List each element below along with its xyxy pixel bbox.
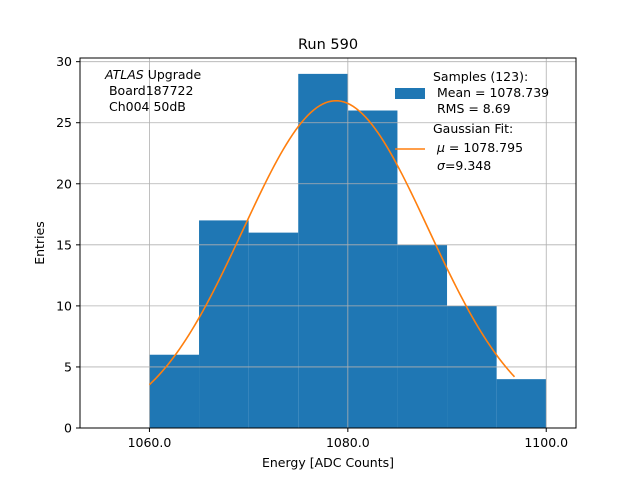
y-tick-label: 30 [56, 54, 72, 69]
legend-samples-title: Samples (123): [433, 69, 528, 84]
legend-fit-mu: μ = 1078.795 [436, 140, 523, 155]
y-tick-label: 15 [56, 237, 72, 252]
histogram-bar [397, 244, 448, 428]
x-axis-label: Energy [ADC Counts] [262, 455, 394, 470]
annotation-board: Board187722 [105, 83, 193, 98]
legend-fit-title: Gaussian Fit: [433, 121, 513, 136]
histogram-bar [149, 354, 200, 428]
histogram-bar [347, 110, 398, 429]
y-tick-label: 5 [64, 359, 72, 374]
y-axis-label: Entries [32, 221, 47, 265]
histogram-bar [248, 232, 299, 428]
legend-mu-value: = 1078.795 [445, 140, 523, 155]
histogram-bar [199, 220, 249, 428]
legend-sigma-value: =9.348 [445, 158, 491, 173]
histogram-bar [496, 379, 547, 428]
legend-samples-mean: Mean = 1078.739 [433, 85, 549, 100]
chart-title: Run 590 [298, 37, 358, 53]
atlas-annotation: ATLAS Upgrade Board187722 Ch004 50dB [104, 67, 201, 114]
y-tick-label: 25 [56, 115, 72, 130]
y-tick-label: 10 [56, 298, 72, 313]
x-axis-ticks: 1060.0 1080.0 1100.0 [128, 428, 568, 450]
y-tick-label: 20 [56, 176, 72, 191]
legend-samples-rms: RMS = 8.69 [433, 101, 511, 116]
legend-sigma-symbol: σ [437, 158, 446, 173]
legend-fit-sigma: σ=9.348 [437, 158, 491, 173]
annotation-atlas: ATLAS [104, 67, 144, 82]
y-axis-ticks: 0 5 10 15 20 25 30 [56, 54, 80, 436]
annotation-line-1: ATLAS Upgrade [104, 67, 201, 82]
gaussian-fit-curve [148, 99, 516, 386]
x-tick-label: 1060.0 [128, 435, 172, 450]
annotation-upgrade: Upgrade [144, 67, 202, 82]
annotation-channel: Ch004 50dB [105, 99, 186, 114]
legend-samples-swatch [395, 88, 425, 99]
y-tick-label: 0 [64, 421, 72, 436]
legend-mu-symbol: μ [436, 140, 445, 155]
fit-layer [148, 99, 516, 386]
legend: Samples (123): Mean = 1078.739 RMS = 8.6… [395, 69, 549, 173]
x-tick-label: 1080.0 [326, 435, 370, 450]
plot-frame [79, 57, 577, 429]
histogram-bar [298, 73, 348, 429]
x-tick-label: 1100.0 [524, 435, 568, 450]
